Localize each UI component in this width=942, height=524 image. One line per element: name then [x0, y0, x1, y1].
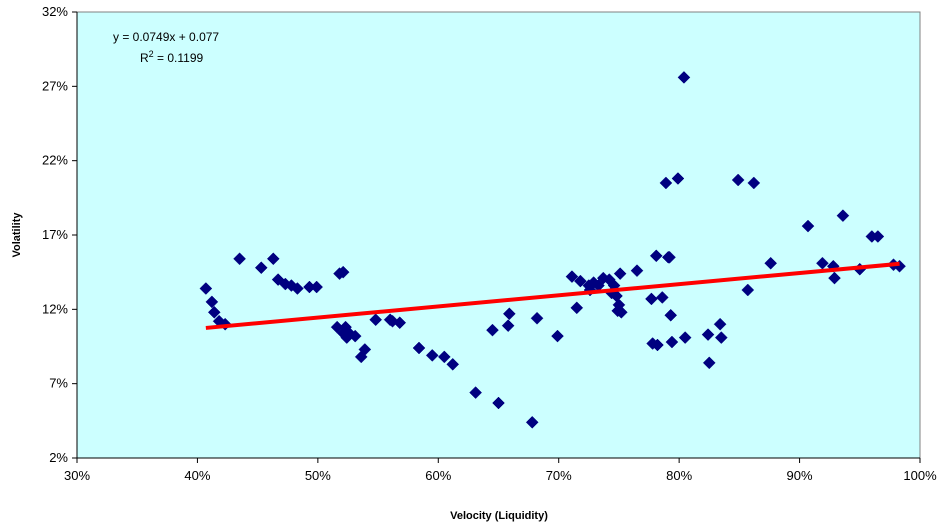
x-axis-title: Velocity (Liquidity): [450, 510, 548, 522]
x-tick-label: 60%: [425, 468, 451, 483]
data-point: [469, 386, 482, 399]
r-squared-label: R2 = 0.1199: [140, 49, 204, 65]
data-point: [764, 256, 778, 270]
data-point: [530, 311, 544, 325]
data-point: [254, 261, 268, 275]
data-point: [393, 316, 407, 330]
data-point: [570, 301, 584, 315]
y-tick-label: 2%: [49, 450, 68, 465]
data-point: [336, 265, 350, 279]
trendline-equation: y = 0.0749x + 0.077: [113, 30, 219, 44]
data-point: [828, 271, 841, 285]
data-point: [701, 328, 715, 341]
x-tick-label: 100%: [903, 468, 937, 483]
y-tick-label: 17%: [42, 227, 68, 242]
y-tick-label: 27%: [42, 78, 68, 93]
data-point: [645, 292, 658, 306]
data-point: [659, 176, 673, 190]
data-point: [348, 329, 362, 343]
data-point: [714, 331, 728, 344]
y-tick-label: 22%: [42, 153, 68, 168]
data-point: [663, 250, 676, 264]
data-point: [671, 172, 685, 185]
data-point: [565, 270, 579, 283]
data-point: [702, 356, 716, 370]
x-tick-label: 80%: [666, 468, 692, 483]
data-point: [525, 415, 539, 429]
data-point: [446, 357, 460, 371]
data-point: [551, 329, 564, 343]
data-point: [677, 71, 691, 84]
x-tick-label: 50%: [305, 468, 331, 483]
data-point: [266, 252, 280, 266]
trendline: [205, 261, 900, 330]
y-tick-label: 12%: [42, 301, 68, 316]
data-point: [649, 249, 663, 263]
data-point: [678, 331, 692, 344]
data-point: [437, 350, 451, 364]
data-point: [207, 305, 221, 319]
x-tick-label: 40%: [184, 468, 210, 483]
data-point: [731, 173, 745, 187]
data-point: [502, 307, 516, 321]
data-point: [614, 305, 628, 319]
x-tick-label: 70%: [546, 468, 572, 483]
data-point: [310, 280, 324, 294]
data-point: [291, 282, 304, 295]
data-point: [199, 282, 213, 295]
data-point: [501, 319, 515, 333]
data-point: [574, 274, 587, 288]
data-point: [747, 176, 761, 190]
y-tick-label: 32%: [42, 4, 68, 19]
data-point: [358, 343, 372, 356]
data-point: [613, 267, 627, 281]
x-tick-label: 30%: [64, 468, 90, 483]
data-point: [836, 209, 850, 223]
data-point: [205, 295, 219, 309]
data-point: [664, 308, 678, 322]
data-points: [199, 71, 906, 429]
y-tick-label: 7%: [49, 376, 68, 391]
data-point: [369, 313, 383, 327]
data-point: [412, 341, 426, 355]
data-point: [665, 335, 679, 349]
data-point: [425, 349, 439, 362]
data-point: [630, 264, 644, 278]
data-point: [492, 396, 505, 410]
x-tick-label: 90%: [787, 468, 813, 483]
data-point: [651, 338, 664, 352]
data-point: [233, 252, 246, 266]
data-point: [486, 323, 499, 337]
data-point: [741, 283, 755, 297]
data-point: [801, 219, 815, 233]
data-point: [713, 317, 727, 331]
data-point: [871, 230, 885, 243]
y-axis-title: Volatility: [11, 212, 23, 258]
data-point: [655, 291, 669, 304]
plot-area: [76, 11, 921, 459]
